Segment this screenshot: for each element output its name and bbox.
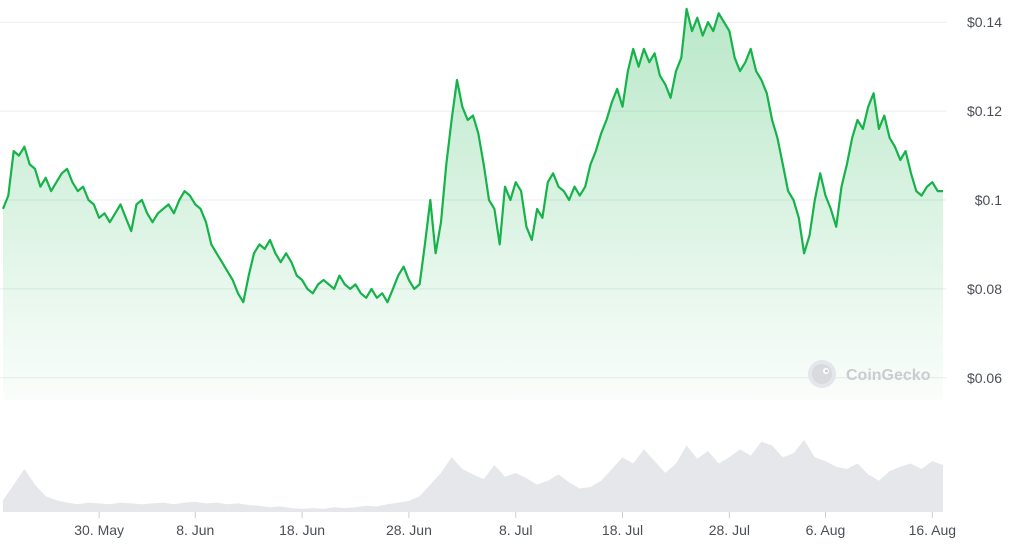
- price-area-fill: [3, 8, 943, 401]
- x-tick-label: 18. Jun: [279, 522, 325, 538]
- coingecko-watermark: CoinGecko: [808, 360, 931, 388]
- x-tick-label: 8. Jul: [499, 522, 532, 538]
- x-tick-label: 6. Aug: [806, 522, 846, 538]
- y-axis-ticks: $0.14 $0.12 $0.1 $0.08 $0.06: [967, 14, 1002, 386]
- volume-area: [3, 440, 943, 512]
- x-tick-label: 8. Jun: [176, 522, 214, 538]
- y-tick-label: $0.1: [975, 192, 1002, 208]
- x-tick-label: 16. Aug: [909, 522, 957, 538]
- x-tick-label: 30. May: [74, 522, 124, 538]
- x-axis-ticks: 30. May 8. Jun 18. Jun 28. Jun 8. Jul 18. Jul…: [74, 512, 956, 538]
- watermark-text: CoinGecko: [846, 367, 931, 384]
- y-tick-label: $0.14: [967, 14, 1002, 30]
- x-tick-label: 28. Jun: [386, 522, 432, 538]
- y-tick-label: $0.06: [967, 370, 1002, 386]
- gecko-logo-icon: [808, 360, 836, 388]
- x-tick-label: 28. Jul: [709, 522, 750, 538]
- y-tick-label: $0.12: [967, 103, 1002, 119]
- price-line: [1, 7, 943, 304]
- y-tick-label: $0.08: [967, 281, 1002, 297]
- x-tick-label: 18. Jul: [602, 522, 643, 538]
